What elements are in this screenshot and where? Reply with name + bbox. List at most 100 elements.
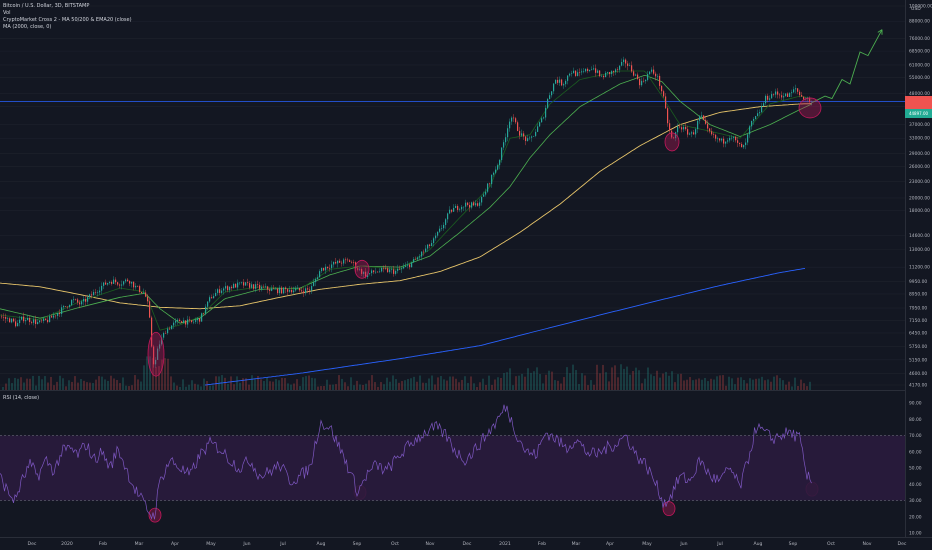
price-axis-tick: 14600.00 [909, 233, 930, 239]
candle-body [193, 321, 195, 323]
candle-body [549, 95, 551, 100]
candle-body [135, 285, 137, 288]
volume-bar [401, 381, 403, 390]
rsi-axis-tick: 70.00 [909, 433, 922, 439]
volume-bar [713, 379, 715, 390]
volume-bar [599, 373, 601, 390]
volume-bar [794, 377, 796, 390]
candle-body [531, 136, 533, 138]
candle-body [463, 206, 465, 208]
candle-body [87, 297, 89, 302]
candle-body [17, 323, 19, 327]
time-axis-tick: Oct [827, 541, 835, 547]
time-axis-tick: Apr [606, 541, 614, 547]
volume-bar [656, 370, 658, 390]
candle-body [579, 72, 581, 73]
candle-body [593, 68, 595, 70]
candle-body [365, 271, 367, 277]
volume-bar [740, 377, 742, 390]
candle-body [787, 93, 789, 97]
candle-body [791, 92, 793, 94]
time-axis-tick: Dec [463, 541, 472, 547]
candle-body [437, 231, 439, 236]
volume-bar [758, 378, 760, 390]
candle-body [133, 281, 135, 288]
candle-body [727, 140, 729, 142]
candle-body [181, 321, 183, 323]
candle-body [389, 269, 391, 273]
volume-bar [305, 376, 307, 390]
candle-body [341, 262, 343, 264]
volume-bar [743, 380, 745, 390]
volume-bar [263, 381, 265, 390]
rsi-axis-tick: 90.00 [909, 401, 922, 407]
volume-bar [479, 382, 481, 390]
candle-body [695, 129, 697, 135]
candle-body [499, 160, 501, 166]
legend-indicator-ma2000[interactable]: MA (2000, close, 0) [3, 24, 52, 30]
candle-body [129, 281, 131, 284]
candle-body [109, 282, 111, 284]
candle-body [255, 284, 257, 289]
candle-body [419, 256, 421, 258]
projection-path[interactable] [811, 29, 883, 104]
volume-bar [269, 381, 271, 390]
volume-bar [488, 375, 490, 390]
volume-bar [554, 380, 556, 390]
candle-body [595, 68, 597, 73]
candle-body [333, 262, 335, 265]
candle-body [445, 219, 447, 225]
volume-bar [209, 385, 211, 390]
volume-bar [416, 381, 418, 390]
volume-bar [266, 377, 268, 390]
line-price-tag: 44897.00 [905, 109, 932, 118]
candle-body [235, 284, 237, 288]
volume-bar [365, 383, 367, 390]
legend-rsi[interactable]: RSI (14, close) [3, 395, 40, 401]
candle-body [517, 122, 519, 131]
volume-bar [668, 375, 670, 390]
candle-body [497, 165, 499, 170]
legend-symbol[interactable]: Bitcoin / U.S. Dollar, 3D, BITSTAMP [3, 3, 90, 9]
volume-bar [95, 379, 97, 390]
candle-body [489, 183, 491, 185]
volume-bar [65, 386, 67, 390]
legend-volume[interactable]: Vol [3, 10, 11, 16]
price-axis-tick: 61000.00 [909, 62, 930, 68]
volume-bar [581, 373, 583, 390]
volume-bar [302, 377, 304, 390]
candle-body [469, 204, 471, 208]
candle-body [443, 224, 445, 229]
candle-body [737, 140, 739, 143]
candle-body [585, 68, 587, 72]
candle-body [393, 269, 395, 274]
volume-bar [173, 382, 175, 390]
volume-bar [377, 386, 379, 390]
volume-bar [620, 364, 622, 390]
candle-body [523, 133, 525, 137]
volume-bar [347, 386, 349, 390]
volume-bar [548, 370, 550, 390]
candle-body [229, 286, 231, 291]
candle-body [775, 91, 777, 95]
volume-bar [107, 380, 109, 390]
volume-bar [728, 376, 730, 390]
legend-indicator-cross[interactable]: CryptoMarket Cross 2 - MA 50/200 & EMA20… [3, 17, 132, 23]
candle-body [683, 126, 685, 130]
candle-body [729, 137, 731, 141]
volume-bar [41, 379, 43, 390]
candle-body [139, 286, 141, 293]
candle-body [71, 300, 73, 306]
candle-body [679, 126, 681, 128]
volume-bar [398, 382, 400, 390]
candle-body [97, 292, 99, 293]
volume-bar [80, 379, 82, 390]
candle-body [555, 79, 557, 84]
rsi-axis-tick: 80.00 [909, 417, 922, 423]
candle-body [53, 315, 55, 318]
price-candles [1, 56, 813, 368]
volume-bar [470, 376, 472, 390]
volume-bar [170, 376, 172, 390]
volume-bar [551, 371, 553, 390]
